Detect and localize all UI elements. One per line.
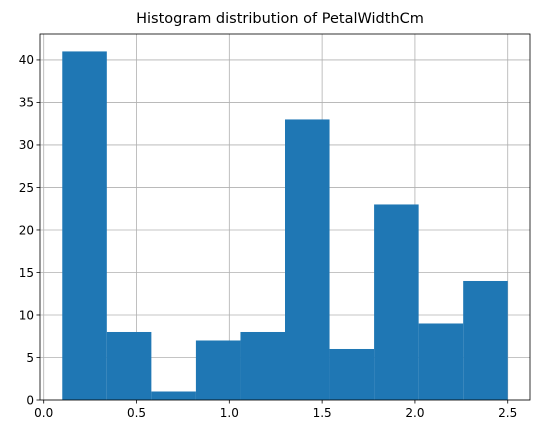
histogram-bar: [463, 280, 508, 400]
x-tick-label: 0.0: [34, 406, 53, 420]
x-tick-label: 2.5: [498, 406, 517, 420]
histogram-bar: [285, 119, 330, 401]
histogram-bar: [62, 51, 107, 401]
x-axis-ticks: 0.0 0.5 1.0 1.5 2.0 2.5: [34, 400, 517, 420]
y-tick-label: 5: [26, 351, 34, 365]
y-tick-label: 40: [19, 53, 34, 67]
y-tick-label: 30: [19, 138, 34, 152]
x-tick-label: 1.5: [313, 406, 332, 420]
histogram-bar: [151, 391, 196, 400]
y-axis-ticks: 0 5 10 15 20 25 30 35 40: [19, 53, 40, 407]
histogram-bars: [62, 51, 508, 401]
histogram-bar: [374, 204, 419, 400]
y-tick-label: 20: [19, 223, 34, 237]
y-tick-label: 15: [19, 266, 34, 280]
histogram-bar: [106, 331, 152, 400]
histogram-bar: [240, 331, 285, 400]
chart-title: Histogram distribution of PetalWidthCm: [136, 11, 424, 27]
histogram-bar: [195, 340, 241, 400]
y-tick-label: 0: [26, 393, 34, 407]
x-tick-label: 2.0: [405, 406, 424, 420]
y-tick-label: 10: [19, 308, 34, 322]
axes: [39, 33, 531, 401]
y-tick-label: 25: [19, 181, 34, 195]
y-tick-label: 35: [19, 96, 34, 110]
x-tick-label: 0.5: [127, 406, 146, 420]
x-tick-label: 1.0: [220, 406, 239, 420]
plot-frame: [39, 33, 531, 401]
histogram-bar: [418, 323, 464, 400]
histogram-bar: [329, 348, 375, 400]
